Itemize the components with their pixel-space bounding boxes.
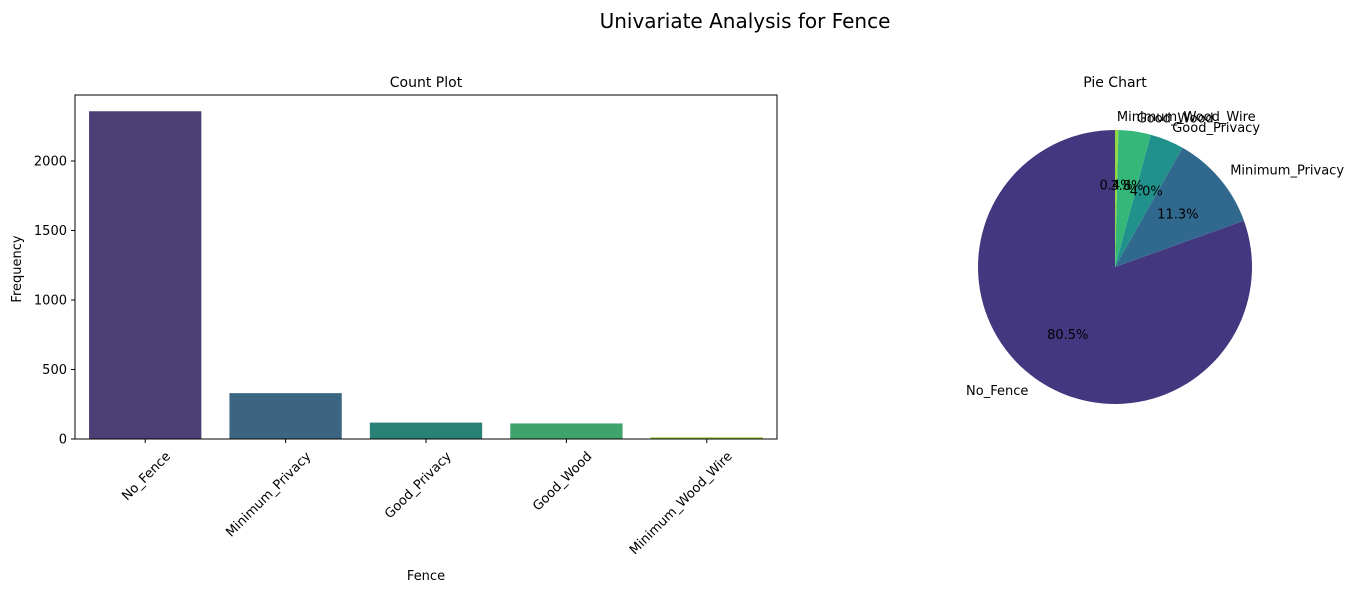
pie-slice-good-privacy: [1115, 134, 1183, 267]
bar-no-fence: [89, 111, 202, 440]
bar-good-wood: [510, 423, 623, 439]
y-axis-label: Frequency: [10, 235, 25, 302]
bar-good-privacy: [369, 422, 483, 439]
bars-layer: [89, 111, 763, 440]
pie-percent-label: 0.4%: [1100, 178, 1133, 193]
pie-slice-minimum-privacy: [1115, 147, 1244, 267]
y-tick-label: 1000: [34, 294, 67, 309]
pie-slice-good-wood: [1115, 130, 1151, 267]
pie-percent-label: 11.3%: [1157, 208, 1198, 223]
bar-minimum-wood-wire: [650, 437, 763, 439]
pie-slices: [977, 130, 1253, 405]
x-axis-label: Fence: [407, 569, 445, 584]
pie-chart-title: Pie Chart: [1083, 75, 1147, 91]
plot-frame: [74, 94, 778, 440]
figure-suptitle: Univariate Analysis for Fence: [600, 9, 891, 33]
y-axis: 0 500 1000 1500 2000: [34, 155, 75, 448]
pie-percent-label: 3.8%: [1110, 179, 1143, 194]
pie-category-label: No_Fence: [966, 384, 1028, 399]
pie-chart: Pie Chart No_Fence 80.5% Minimum_Privacy 11…: [966, 75, 1344, 405]
y-tick-label: 2000: [34, 155, 67, 170]
pie-category-label: Minimum_Wood_Wire: [1117, 110, 1256, 125]
count-plot-title: Count Plot: [390, 75, 463, 91]
y-tick-label: 1500: [34, 224, 67, 239]
pie-slice-minimum-wood-wire: [1115, 130, 1119, 267]
y-tick-label: 0: [59, 433, 67, 448]
pie-slice-no-fence: [977, 130, 1253, 405]
pie-category-label: Minimum_Privacy: [1230, 163, 1344, 178]
pie-category-label: Good_Privacy: [1172, 121, 1260, 136]
y-tick-label: 500: [42, 363, 67, 378]
pie-percent-label: 4.0%: [1130, 184, 1163, 199]
pie-category-label: Good_Wood: [1137, 111, 1214, 126]
bar-minimum-privacy: [229, 393, 342, 439]
pie-percent-label: 80.5%: [1047, 328, 1088, 343]
pie-labels: No_Fence 80.5% Minimum_Privacy 11.3% Good_Pr…: [966, 110, 1344, 399]
